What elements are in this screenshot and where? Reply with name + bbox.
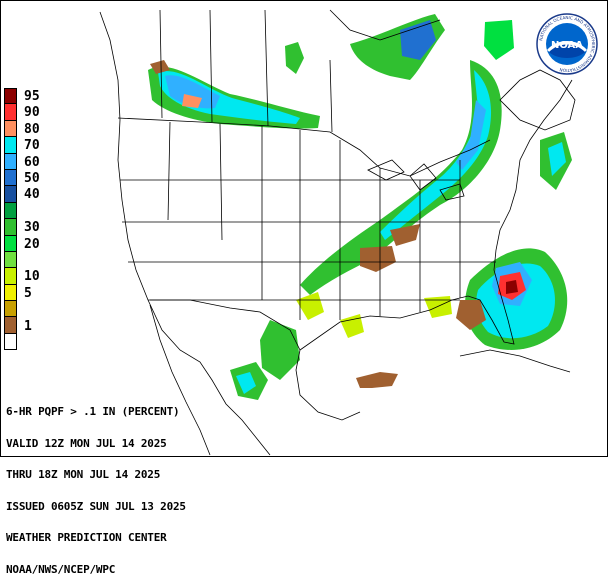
legend: 95 90 80 70 60 50 40 30 20 10 5 1 <box>4 88 40 351</box>
legend-swatch <box>4 284 17 302</box>
info-valid: VALID 12Z MON JUL 14 2025 <box>6 436 167 450</box>
legend-label: 95 <box>24 89 40 104</box>
legend-label: 20 <box>24 236 40 252</box>
legend-label: 5 <box>24 285 32 301</box>
legend-swatch <box>4 333 17 351</box>
precip-probability-map <box>99 9 576 456</box>
info-issued: ISSUED 0605Z SUN JUL 13 2025 <box>6 499 186 513</box>
legend-label: 60 <box>24 154 40 170</box>
legend-label: 80 <box>24 121 40 137</box>
legend-swatch <box>4 186 17 203</box>
legend-label: 40 <box>24 187 40 203</box>
legend-swatch <box>4 251 17 269</box>
map-info-block: 6-HR PQPF > .1 IN (PERCENT) VALID 12Z MO… <box>6 386 186 586</box>
legend-swatch <box>4 219 17 236</box>
legend-label: 50 <box>24 171 40 186</box>
info-center: WEATHER PREDICTION CENTER <box>6 531 167 544</box>
precip-shading <box>148 14 572 400</box>
legend-swatch <box>4 317 17 334</box>
legend-swatch <box>4 202 17 220</box>
legend-swatch <box>4 104 17 121</box>
legend-label: 90 <box>24 105 40 121</box>
legend-swatch <box>4 120 17 138</box>
legend-label: 30 <box>24 220 40 236</box>
legend-swatch <box>4 169 17 187</box>
boundaries <box>99 9 576 456</box>
legend-label: 10 <box>24 269 40 285</box>
info-thru: THRU 18Z MON JUL 14 2025 <box>6 468 161 481</box>
legend-swatch <box>4 88 17 105</box>
info-title: 6-HR PQPF > .1 IN (PERCENT) <box>6 405 180 418</box>
legend-swatch <box>4 268 17 285</box>
info-agency: NOAA/NWS/NCEP/WPC <box>6 562 116 576</box>
legend-swatch <box>4 137 17 154</box>
logo-text: NOAA <box>551 40 583 51</box>
legend-label: 1 <box>24 318 32 334</box>
legend-swatch <box>4 301 17 318</box>
legend-swatch <box>4 153 17 170</box>
noaa-logo: NOAA NATIONAL OCEANIC AND ATMOSPHERIC AD… <box>536 13 598 75</box>
legend-label: 70 <box>24 138 40 154</box>
legend-swatch <box>4 235 17 252</box>
